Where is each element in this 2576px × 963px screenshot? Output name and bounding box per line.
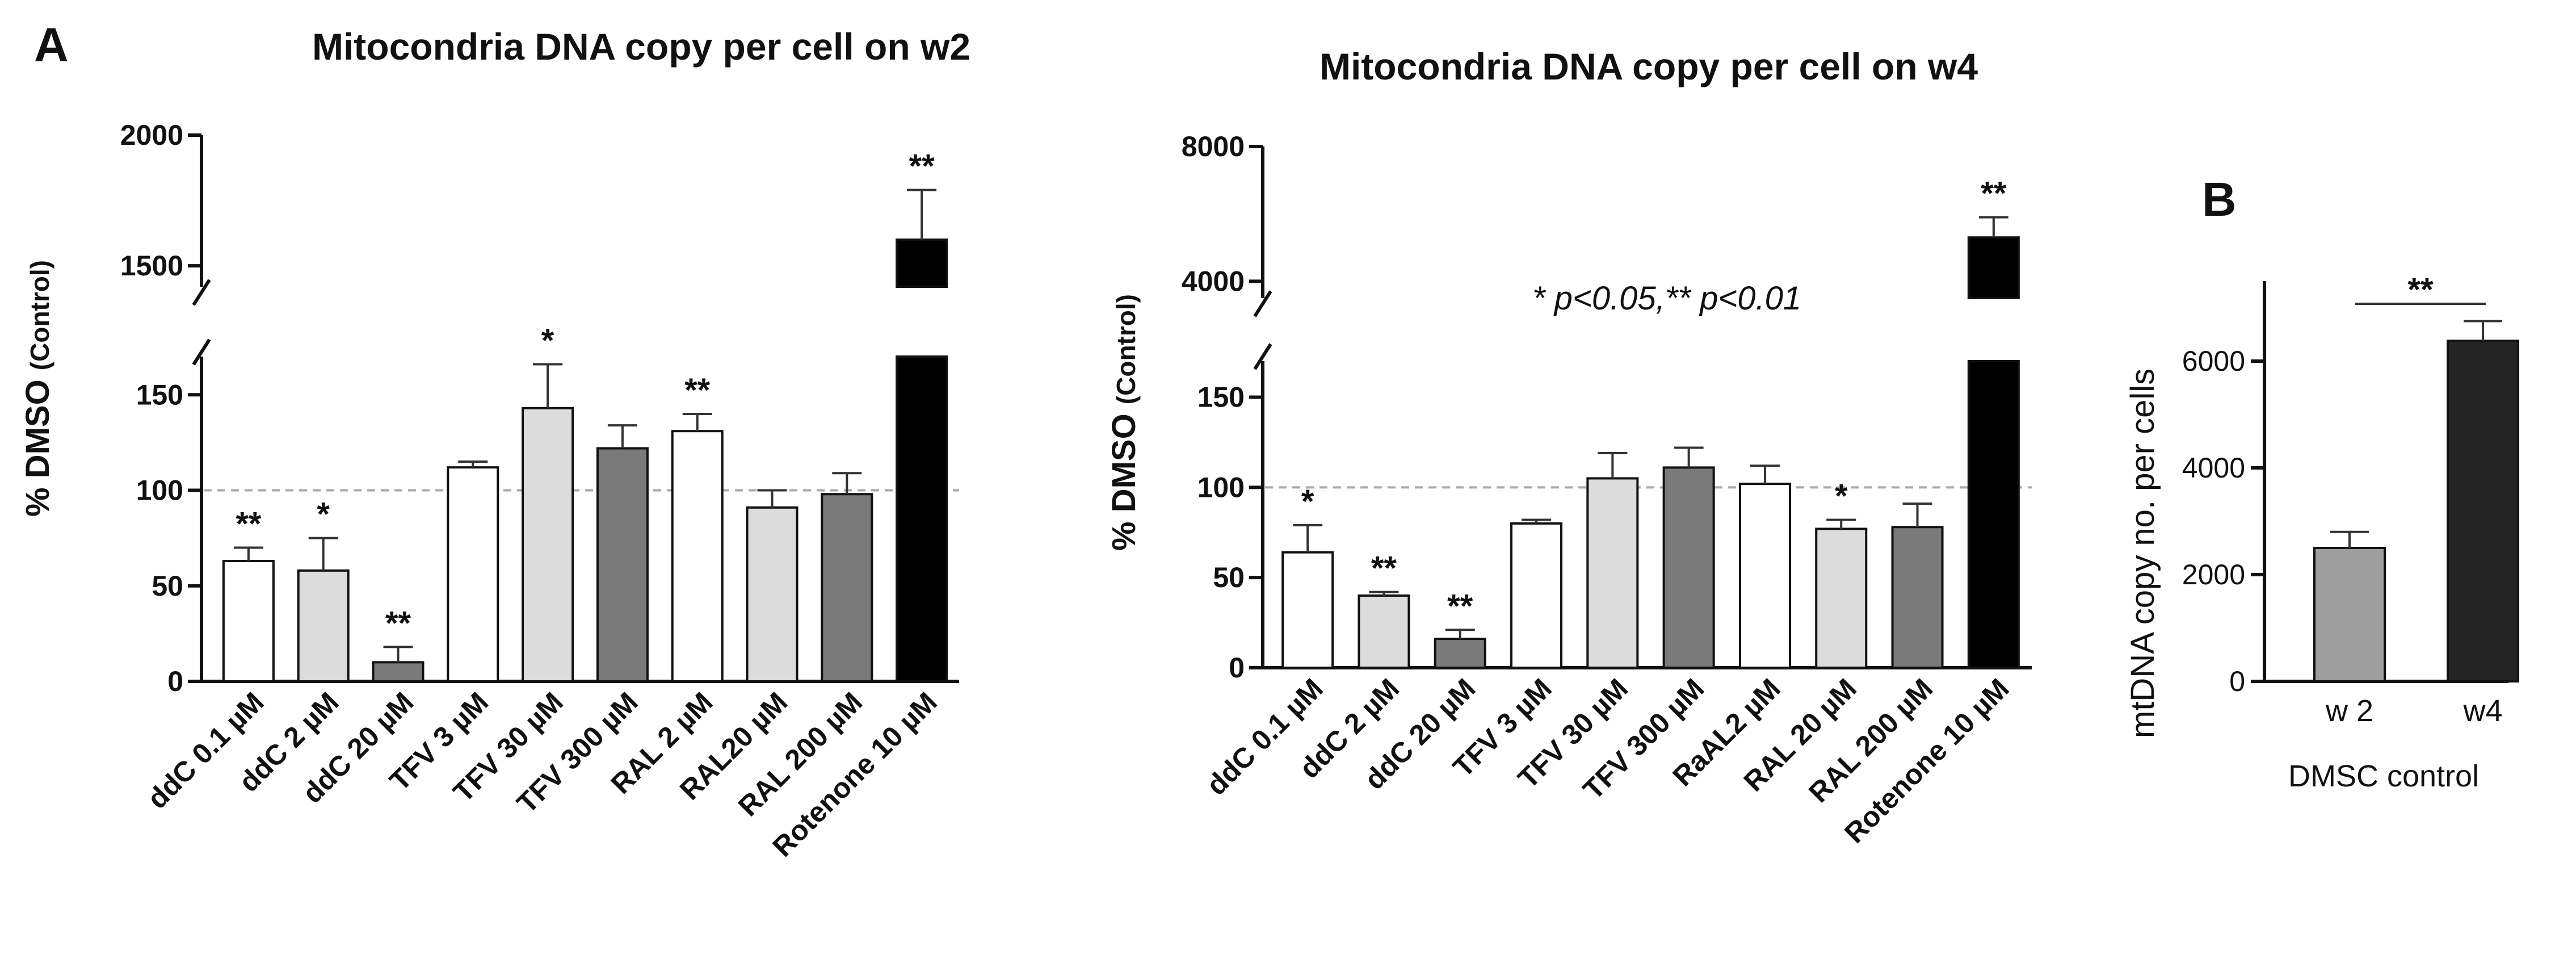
bar	[1281, 551, 1334, 669]
significance-marker: **	[2407, 271, 2434, 308]
y-tick-label: 50	[152, 570, 183, 602]
y-tick-label: 100	[136, 475, 183, 506]
bar	[297, 569, 350, 683]
bar	[1738, 483, 1791, 669]
significance-marker: **	[1981, 175, 2007, 212]
y-tick-label: 2000	[2182, 559, 2245, 591]
x-category-label: ddC 0.1 µM	[1200, 672, 1329, 801]
significance-marker: *	[317, 496, 330, 533]
significance-marker: **	[236, 505, 262, 542]
bar	[1967, 236, 2020, 300]
significance-marker: **	[1371, 550, 1397, 587]
axis-break-mark	[1253, 290, 1272, 317]
chart-b: 0 2000 4000 6000 w 2 w4 **	[2182, 271, 2519, 728]
y-tick-label: 100	[1197, 471, 1245, 503]
y-tick-label: 0	[2229, 665, 2245, 697]
bar	[1510, 522, 1563, 669]
bar	[671, 430, 724, 683]
panel-a-label: A	[34, 18, 69, 72]
chart-w2-ylabel: % DMSO (Control)	[19, 260, 56, 517]
y-tick-label: 8000	[1182, 131, 1245, 162]
bar	[1434, 638, 1486, 669]
bar	[1358, 594, 1410, 669]
chart-b-xlabel: DMSC control	[2288, 759, 2479, 793]
y-tick-label: 1500	[120, 250, 183, 282]
y-tick-label: 4000	[1182, 265, 1245, 297]
bar	[2313, 547, 2386, 683]
bar	[1662, 466, 1715, 669]
x-category-label: w4	[2462, 694, 2502, 728]
bar	[596, 447, 649, 683]
significance-marker: **	[684, 372, 711, 409]
y-tick-label: 6000	[2182, 345, 2245, 377]
bar	[2447, 340, 2519, 683]
y-tick-label: 150	[136, 379, 183, 411]
axis-break-mark	[1253, 343, 1272, 370]
x-category-label: ddC 0.1 µM	[141, 686, 270, 815]
significance-marker: **	[1447, 588, 1473, 625]
bar	[447, 466, 499, 683]
chart-b-ylabel: mtDNA copy no. per cells	[2124, 369, 2161, 738]
chart-w4-ylabel: % DMSO (Control)	[1106, 294, 1142, 551]
y-tick-label: 150	[1197, 382, 1245, 413]
bar	[821, 493, 873, 683]
y-tick-label: 2000	[120, 119, 183, 151]
x-category-label: w 2	[2325, 694, 2373, 728]
y-tick-label: 0	[1229, 652, 1245, 684]
bar-lower-segment	[1967, 360, 2020, 669]
y-tick-label: 4000	[2182, 452, 2245, 484]
bar	[222, 560, 275, 683]
significance-marker: *	[1835, 478, 1848, 515]
chart-w2-title: Mitocondria DNA copy per cell on w2	[312, 26, 970, 68]
bar	[1891, 526, 1944, 669]
significance-marker: **	[909, 148, 935, 185]
bar-lower-segment	[896, 355, 948, 683]
y-tick-label: 0	[167, 665, 183, 697]
bar	[522, 407, 574, 683]
bar	[746, 506, 799, 683]
panel-b-label: B	[2202, 173, 2237, 226]
significance-marker: *	[1301, 483, 1314, 520]
bar	[372, 661, 425, 683]
significance-marker: **	[385, 605, 411, 642]
bar	[896, 238, 948, 288]
significance-marker: *	[541, 322, 554, 359]
y-tick-label: 50	[1213, 562, 1245, 593]
significance-note: * p<0.05,** p<0.01	[1532, 280, 1801, 317]
chart-w4-title: Mitocondria DNA copy per cell on w4	[1319, 45, 1978, 87]
axis-break-mark	[192, 279, 211, 306]
bar	[1815, 527, 1868, 669]
axis-break-mark	[192, 338, 211, 366]
bar	[1586, 477, 1639, 669]
